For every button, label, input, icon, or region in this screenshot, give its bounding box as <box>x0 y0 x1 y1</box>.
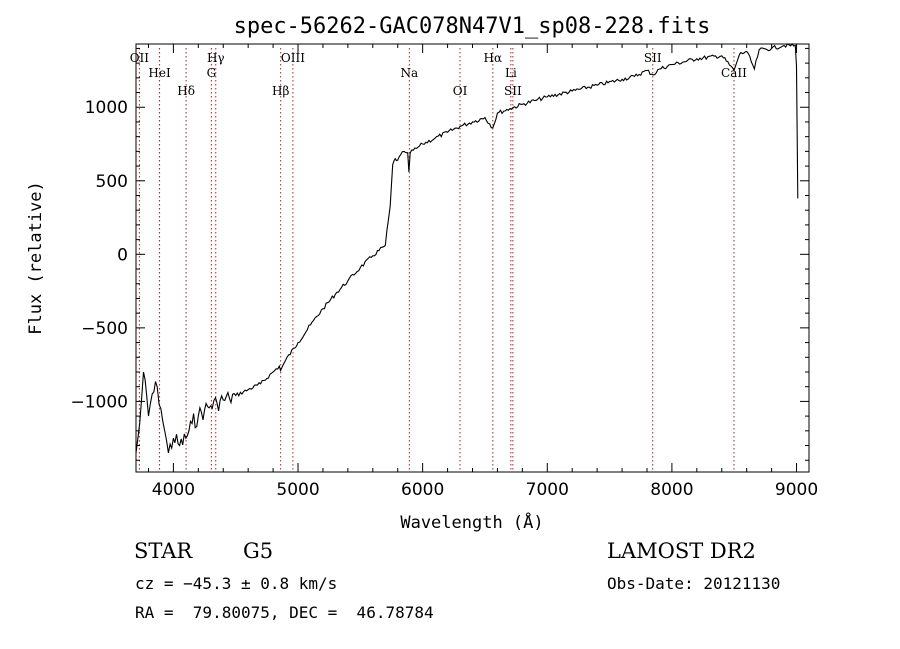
object-class: STAR <box>134 539 193 563</box>
spectral-line-label: CaII <box>721 66 747 80</box>
chart-title: spec-56262-GAC078N47V1_sp08-228.fits <box>234 14 711 39</box>
y-tick-label: −1000 <box>70 392 128 412</box>
spectral-line-label: Li <box>505 66 517 80</box>
spectral-line-label: SII <box>644 51 662 65</box>
y-tick-label: 500 <box>96 172 128 192</box>
y-tick-label: 1000 <box>85 98 128 118</box>
x-tick-label: 9000 <box>775 480 818 500</box>
y-axis-label: Flux (relative) <box>26 181 46 335</box>
plot-frame <box>135 43 810 473</box>
object-subclass: G5 <box>243 539 274 563</box>
spectral-line-label: Hδ <box>177 84 195 98</box>
spectral-line-label: Hγ <box>207 51 225 65</box>
redshift-cz: cz = −45.3 ± 0.8 km/s <box>135 574 338 593</box>
observation-date: Obs-Date: 20121130 <box>607 574 781 593</box>
spectral-line-label: OI <box>453 84 468 98</box>
x-tick-label: 4000 <box>152 480 195 500</box>
spectral-lines-layer <box>138 48 735 472</box>
y-tick-label: 0 <box>117 245 128 265</box>
spectrum-series-line <box>135 43 799 454</box>
survey-name: LAMOST DR2 <box>607 539 756 563</box>
x-tick-label: 8000 <box>650 480 693 500</box>
x-tick-label: 6000 <box>401 480 444 500</box>
spectral-line-label: G <box>207 66 217 80</box>
x-axis-label: Wavelength (Å) <box>400 511 543 533</box>
x-tick-label: 7000 <box>526 480 569 500</box>
spectral-line-label: OII <box>130 51 150 65</box>
spectral-line-label: Hα <box>484 51 503 65</box>
axis-ticks-layer: 4000 5000 6000 7000 8000 9000 −1000 −500 0 500 100… <box>70 44 818 500</box>
x-tick-label: 5000 <box>276 480 319 500</box>
y-tick-label: −500 <box>81 319 128 339</box>
spectral-line-label: Na <box>400 66 418 80</box>
spectral-line-label: SII <box>504 84 522 98</box>
spectral-line-label: Hβ <box>272 84 289 98</box>
spectral-line-label: OIII <box>281 51 305 65</box>
spectral-line-label: HeI <box>148 66 171 80</box>
ra-dec-coordinates: RA = 79.80075, DEC = 46.78784 <box>135 603 434 622</box>
